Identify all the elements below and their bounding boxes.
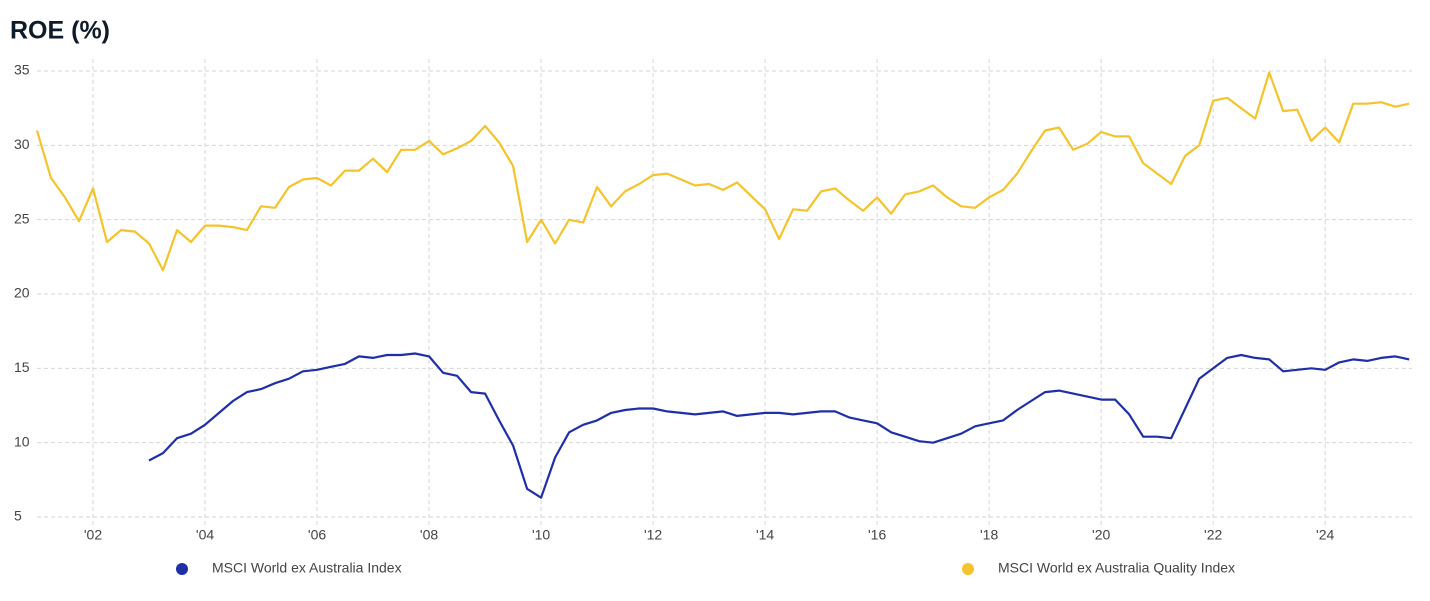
x-tick-label: '02 xyxy=(84,527,102,543)
x-tick-label: '08 xyxy=(420,527,438,543)
y-tick-label: 30 xyxy=(14,136,30,152)
x-tick-label: '12 xyxy=(644,527,662,543)
x-tick-label: '24 xyxy=(1316,527,1334,543)
x-tick-label: '06 xyxy=(308,527,326,543)
legend-label: MSCI World ex Australia Index xyxy=(212,560,402,576)
line-series xyxy=(148,352,1410,499)
y-tick-label: 5 xyxy=(14,508,22,524)
x-tick-label: '18 xyxy=(980,527,998,543)
x-tick-label: '14 xyxy=(756,527,774,543)
chart-title: ROE (%) xyxy=(10,17,110,45)
x-tick-label: '10 xyxy=(532,527,550,543)
y-tick-label: 15 xyxy=(14,359,30,375)
x-tick-label: '16 xyxy=(868,527,886,543)
x-tick-label: '04 xyxy=(196,527,214,543)
y-tick-label: 10 xyxy=(14,433,30,449)
x-tick-label: '20 xyxy=(1092,527,1110,543)
legend-label: MSCI World ex Australia Quality Index xyxy=(998,560,1235,576)
legend-marker xyxy=(962,563,974,575)
y-tick-label: 35 xyxy=(14,62,30,78)
legend-marker xyxy=(176,563,188,575)
y-tick-label: 20 xyxy=(14,285,30,301)
y-tick-label: 25 xyxy=(14,210,30,226)
x-tick-label: '22 xyxy=(1204,527,1222,543)
line-series xyxy=(35,71,1410,272)
